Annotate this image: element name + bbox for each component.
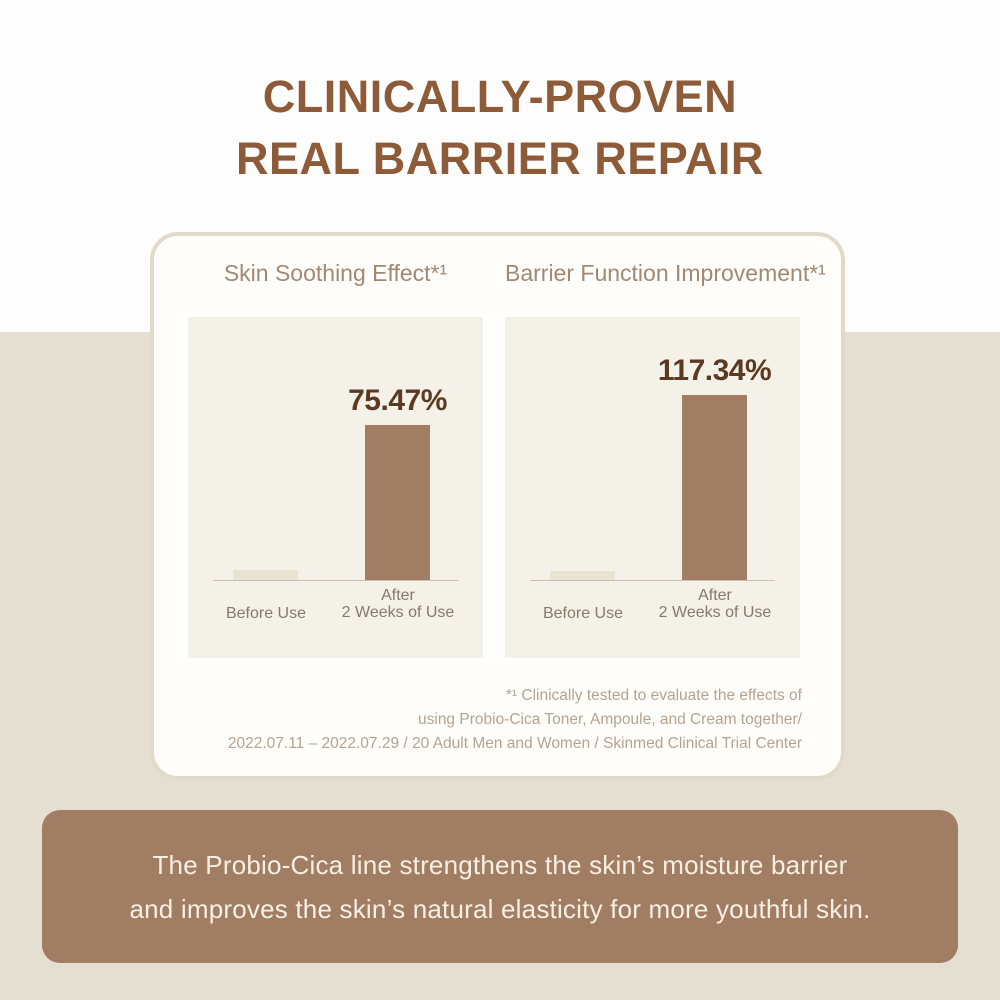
bar-column-before-use (550, 570, 615, 580)
bar-after-use (365, 425, 430, 580)
bar-before-use (233, 569, 298, 580)
bar-after-use (682, 394, 747, 580)
category-label-text: After (698, 587, 732, 604)
category-label-text: After (381, 587, 415, 604)
category-label-text: 2 Weeks of Use (658, 604, 772, 621)
chart-title-skin-soothing: Skin Soothing Effect*¹ (223, 260, 448, 286)
bar-column-before-use (233, 569, 298, 580)
footnote-line1: *¹ Clinically tested to evaluate the eff… (505, 687, 802, 704)
page-title-line1: CLINICALLY-PROVEN (262, 71, 738, 122)
product-description-banner: The Probio-Cica line strengthens the ski… (42, 810, 958, 963)
category-label-text: Before Use (542, 605, 624, 622)
bar-column-after-use: 75.47% (348, 384, 447, 580)
x-axis-line (213, 580, 458, 581)
chart-title-barrier-function: Barrier Function Improvement*¹ (505, 260, 826, 286)
category-label-text: 2 Weeks of Use (341, 604, 455, 621)
clinical-trial-footnote: *¹ Clinically tested to evaluate the eff… (228, 684, 802, 756)
chart-barrier-function: 117.34% Before Use After 2 Weeks of Use (505, 317, 800, 658)
page-title: CLINICALLY-PROVEN REAL BARRIER REPAIR (0, 66, 1000, 190)
page-title-line2: REAL BARRIER REPAIR (236, 133, 764, 184)
banner-line1: The Probio-Cica line strengthens the ski… (152, 849, 848, 880)
category-label-after-use: After 2 Weeks of Use (318, 587, 478, 621)
category-label-after-use: After 2 Weeks of Use (635, 587, 795, 621)
x-axis-line (530, 580, 775, 581)
value-label: 75.47% (348, 384, 447, 418)
footnote-line2: using Probio-Cica Toner, Ampoule, and Cr… (418, 711, 802, 728)
chart-skin-soothing: 75.47% Before Use After 2 Weeks of Use (188, 317, 483, 658)
bar-before-use (550, 570, 615, 580)
category-label-before-use: Before Use (503, 605, 663, 622)
category-label-text: Before Use (225, 605, 307, 622)
value-label: 117.34% (657, 353, 772, 387)
clinical-results-card: Skin Soothing Effect*¹ Barrier Function … (150, 232, 845, 780)
category-label-before-use: Before Use (186, 605, 346, 622)
bar-column-after-use: 117.34% (658, 354, 772, 580)
footnote-line3: 2022.07.11 – 2022.07.29 / 20 Adult Men a… (227, 735, 802, 752)
banner-line2: and improves the skin’s natural elastici… (129, 893, 871, 924)
